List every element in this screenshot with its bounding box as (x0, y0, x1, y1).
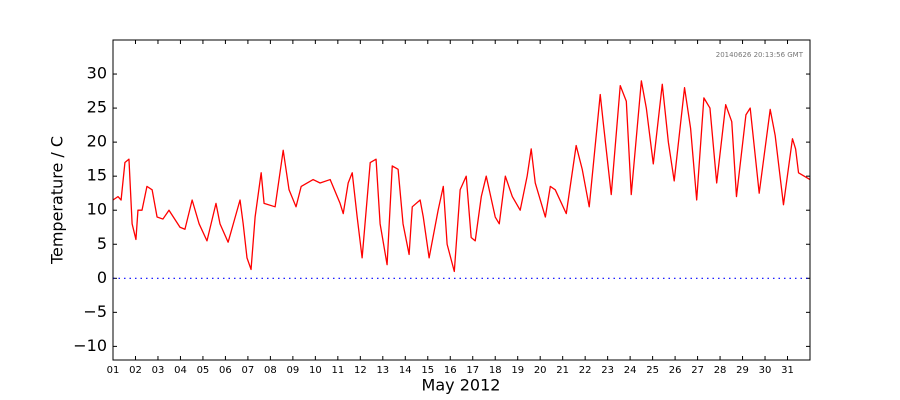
y-tick-label: 30 (87, 64, 107, 83)
x-tick-label: 28 (714, 365, 727, 376)
x-tick-label: 07 (242, 365, 255, 376)
y-tick-label: −5 (83, 302, 107, 321)
data-line (112, 80, 811, 273)
x-tick-label: 23 (601, 365, 614, 376)
x-tick-label: 09 (287, 365, 300, 376)
x-tick-label: 12 (354, 365, 367, 376)
x-tick-label: 20 (534, 365, 547, 376)
y-tick-label: 25 (87, 98, 107, 117)
x-tick-label: 06 (219, 365, 232, 376)
x-tick-label: 16 (444, 365, 457, 376)
x-tick-label: 05 (197, 365, 210, 376)
y-tick-label: 0 (97, 268, 107, 287)
y-tick-label: 5 (97, 234, 107, 253)
x-tick-label: 08 (264, 365, 277, 376)
x-tick-label: 30 (759, 365, 772, 376)
x-tick-label: 19 (511, 365, 524, 376)
y-tick-label: −10 (73, 336, 107, 355)
y-tick-label: 15 (87, 166, 107, 185)
x-tick-label: 14 (399, 365, 412, 376)
x-tick-label: 03 (152, 365, 165, 376)
x-axis-label: May 2012 (422, 376, 501, 395)
x-tick-label: 26 (669, 365, 682, 376)
x-tick-label: 27 (691, 365, 704, 376)
x-tick-label: 10 (309, 365, 322, 376)
annotation: 20140626 20:13:56 GMT (716, 51, 804, 59)
x-tick-label: 29 (736, 365, 749, 376)
y-tick-label: 20 (87, 132, 107, 151)
x-tick-label: 18 (489, 365, 502, 376)
x-tick-label: 02 (129, 365, 142, 376)
x-tick-label: 04 (174, 365, 187, 376)
y-tick-label: 10 (87, 200, 107, 219)
x-tick-label: 01 (107, 365, 120, 376)
x-tick-label: 25 (646, 365, 659, 376)
x-tick-label: 22 (579, 365, 592, 376)
plot-frame (112, 39, 811, 361)
x-tick-label: 15 (421, 365, 434, 376)
x-tick-label: 11 (331, 365, 344, 376)
y-axis-label: Temperature / C (48, 136, 67, 265)
x-tick-label: 13 (376, 365, 389, 376)
x-tick-label: 31 (781, 365, 794, 376)
x-tick-label: 17 (466, 365, 479, 376)
x-tick-label: 24 (624, 365, 637, 376)
x-tick-label: 21 (556, 365, 569, 376)
